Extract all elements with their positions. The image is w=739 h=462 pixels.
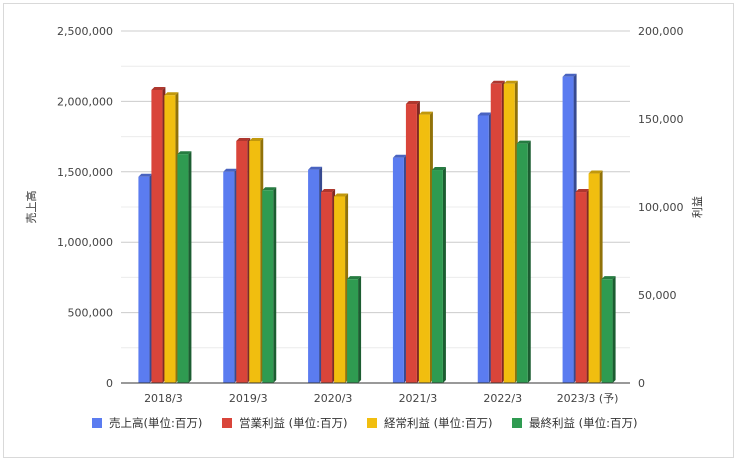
left-tick-label: 2,000,000 (57, 95, 113, 108)
right-axis-ticks: 0 50,000 100,000 150,000 200,000 (638, 25, 684, 390)
right-tick-label: 200,000 (638, 25, 684, 38)
x-tick-label: 2018/3 (144, 392, 183, 405)
bar (516, 140, 531, 383)
legend-swatch (92, 418, 102, 428)
bar (138, 173, 153, 383)
bar (477, 112, 492, 383)
bar (490, 80, 505, 384)
right-tick-label: 50,000 (638, 289, 677, 302)
legend-swatch (367, 418, 377, 428)
bar (151, 86, 166, 384)
legend-label: 売上高(単位:百万) (109, 416, 202, 430)
bar (392, 154, 407, 383)
gridlines (121, 30, 630, 349)
bar (334, 193, 349, 383)
bar (262, 187, 277, 383)
bar (223, 168, 238, 383)
bar (562, 73, 577, 383)
bar (431, 167, 446, 383)
legend: 売上高(単位:百万) 営業利益 (単位:百万) 経常利益 (単位:百万) 最終利益 (… (92, 416, 638, 430)
left-axis-title: 売上高 (24, 191, 38, 224)
right-tick-label: 150,000 (638, 113, 684, 126)
bar (321, 189, 336, 383)
legend-label: 経常利益 (単位:百万) (384, 416, 493, 430)
legend-swatch (222, 418, 232, 428)
bar (418, 111, 433, 383)
legend-swatch (512, 418, 522, 428)
left-tick-label: 1,000,000 (57, 236, 113, 249)
chart-frame: 0 500,000 1,000,000 1,500,000 2,000,000 2,500… (3, 3, 734, 458)
left-axis-ticks: 0 500,000 1,000,000 1,500,000 2,000,000 2,500… (57, 25, 113, 390)
x-tick-label: 2023/3 (予) (557, 392, 619, 405)
combo-bar-chart: 0 500,000 1,000,000 1,500,000 2,000,000 2,500… (24, 25, 704, 430)
bar (177, 151, 192, 383)
x-tick-label: 2022/3 (483, 392, 522, 405)
bar (347, 276, 362, 383)
x-tick-label: 2019/3 (229, 392, 268, 405)
left-tick-label: 500,000 (68, 307, 114, 320)
bar (164, 92, 179, 384)
bar (503, 80, 518, 384)
legend-label: 最終利益 (単位:百万) (529, 416, 638, 430)
right-axis-title: 利益 (690, 196, 704, 218)
right-tick-label: 100,000 (638, 201, 684, 214)
bar (308, 166, 323, 383)
x-tick-label: 2021/3 (399, 392, 438, 405)
left-tick-label: 2,500,000 (57, 25, 113, 38)
left-tick-label: 1,500,000 (57, 166, 113, 179)
x-axis-ticks: 2018/3 2019/3 2020/3 2021/3 2022/3 2023/3 (予) (144, 392, 618, 405)
bar (405, 101, 420, 383)
bars (138, 73, 616, 384)
right-tick-label: 0 (638, 377, 645, 390)
bar (249, 138, 264, 383)
bar (601, 276, 616, 383)
legend-label: 営業利益 (単位:百万) (239, 416, 348, 430)
bar (236, 138, 251, 383)
bar (575, 189, 590, 383)
bar (588, 170, 603, 383)
left-tick-label: 0 (106, 377, 113, 390)
x-tick-label: 2020/3 (314, 392, 353, 405)
